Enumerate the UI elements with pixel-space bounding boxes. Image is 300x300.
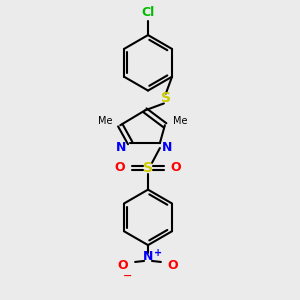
Text: O: O	[115, 161, 125, 174]
Text: Cl: Cl	[141, 6, 154, 19]
Text: S: S	[143, 161, 153, 175]
Text: O: O	[118, 260, 128, 272]
Text: +: +	[154, 248, 162, 258]
Text: Me: Me	[98, 116, 112, 126]
Text: N: N	[162, 141, 172, 154]
Text: N: N	[143, 250, 153, 262]
Text: S: S	[161, 92, 171, 106]
Text: O: O	[171, 161, 182, 174]
Text: O: O	[168, 260, 178, 272]
Text: N: N	[116, 141, 126, 154]
Text: Me: Me	[173, 116, 187, 126]
Text: −: −	[122, 271, 132, 281]
